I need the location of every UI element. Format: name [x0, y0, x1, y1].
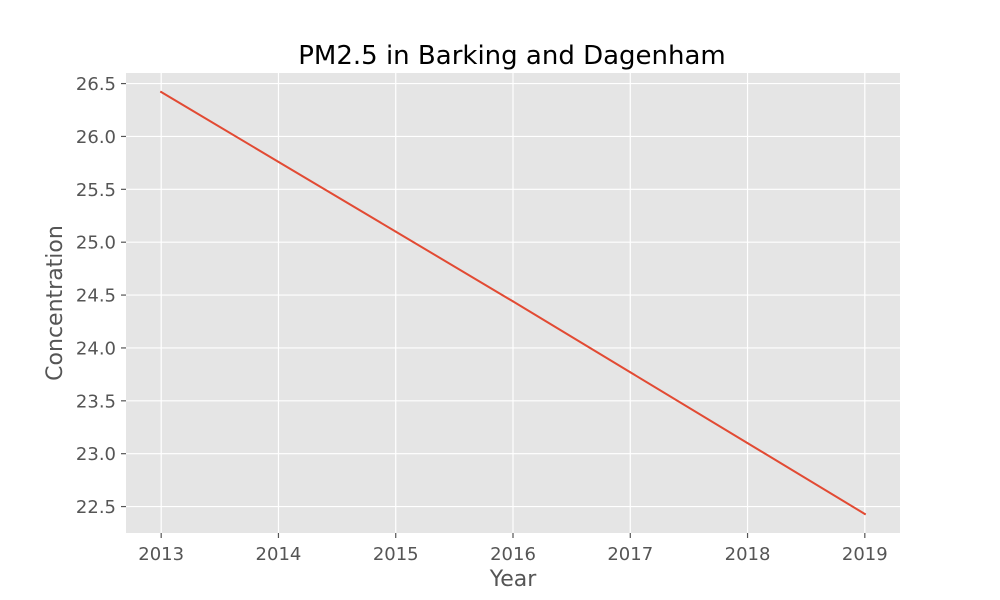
y-tick-label: 25.5 [76, 180, 116, 201]
y-tick-label: 24.5 [76, 286, 116, 307]
data-point [277, 160, 280, 163]
data-point [394, 230, 397, 233]
data-point [629, 371, 632, 374]
x-axis-label: Year [489, 567, 538, 592]
x-tick-label: 2014 [256, 544, 302, 565]
series-layer [159, 90, 867, 516]
y-tick-label: 23.0 [76, 444, 116, 465]
y-tick-label: 23.5 [76, 391, 116, 412]
y-tick-label: 22.5 [76, 497, 116, 518]
x-tick-label: 2016 [490, 544, 536, 565]
y-tick-label: 24.0 [76, 338, 116, 359]
y-tick-label: 25.0 [76, 233, 116, 254]
x-tick-label: 2018 [725, 544, 771, 565]
x-tick-label: 2017 [607, 544, 653, 565]
x-tick-label: 2013 [138, 544, 184, 565]
x-tick-label: 2019 [842, 544, 888, 565]
grid-lines [126, 73, 900, 533]
y-tick-label: 26.5 [76, 74, 116, 95]
data-point [746, 442, 749, 445]
data-point [512, 300, 514, 303]
data-point [863, 512, 866, 515]
chart-title: PM2.5 in Barking and Dagenham [298, 41, 726, 71]
axis-ticks: 2013 2014 2015 2016 2017 2018 2019 22.5 23.0 23.5… [76, 74, 888, 565]
y-axis-label: Concentration [43, 225, 68, 381]
y-tick-label: 26.0 [76, 127, 116, 148]
x-tick-label: 2015 [373, 544, 419, 565]
data-point [160, 91, 163, 94]
